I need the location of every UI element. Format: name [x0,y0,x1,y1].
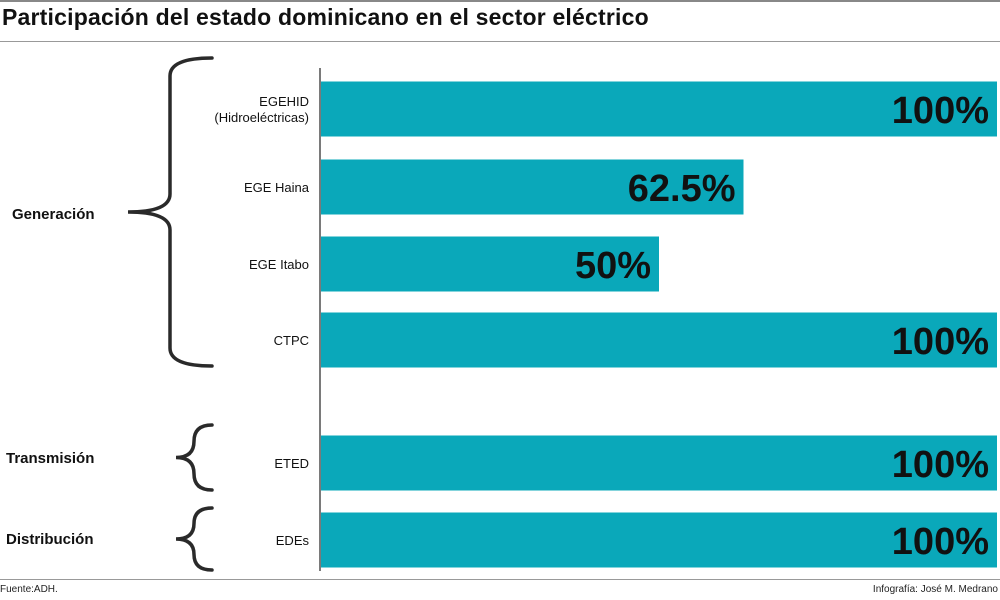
group-brace-2 [175,506,214,572]
group-label-1: Transmisión [6,450,94,467]
source-note: Fuente:ADH. [0,584,58,595]
value-label-3: 100% [892,321,989,363]
title-rule [0,41,1000,42]
value-label-5: 100% [892,521,989,563]
bar-1 [321,159,744,215]
value-label-4: 100% [892,444,989,486]
footer-rule [0,579,1000,580]
category-label-2: EGE Itabo [249,257,309,272]
category-label-1: EGE Haina [244,180,310,195]
bar-5 [321,512,997,568]
category-label-0: EGEHID (Hidroeléctricas) [214,94,309,125]
category-label-3: CTPC [274,333,309,348]
bar-2 [321,236,659,292]
bar-4 [321,435,997,491]
value-label-0: 100% [892,90,989,132]
category-label-5: EDEs [276,533,310,548]
credit-note: Infografía: José M. Medrano [872,584,998,595]
group-label-2: Distribución [6,531,94,548]
group-label-0: Generación [12,206,95,223]
bar-0 [321,81,997,137]
value-label-2: 50% [575,245,651,287]
top-rule [0,0,1000,2]
bar-3 [321,312,997,368]
page-title: Participación del estado dominicano en e… [2,4,649,30]
value-label-1: 62.5% [628,168,736,210]
category-label-4: ETED [274,456,309,471]
group-brace-1 [175,423,214,492]
group-brace-0 [127,56,214,368]
